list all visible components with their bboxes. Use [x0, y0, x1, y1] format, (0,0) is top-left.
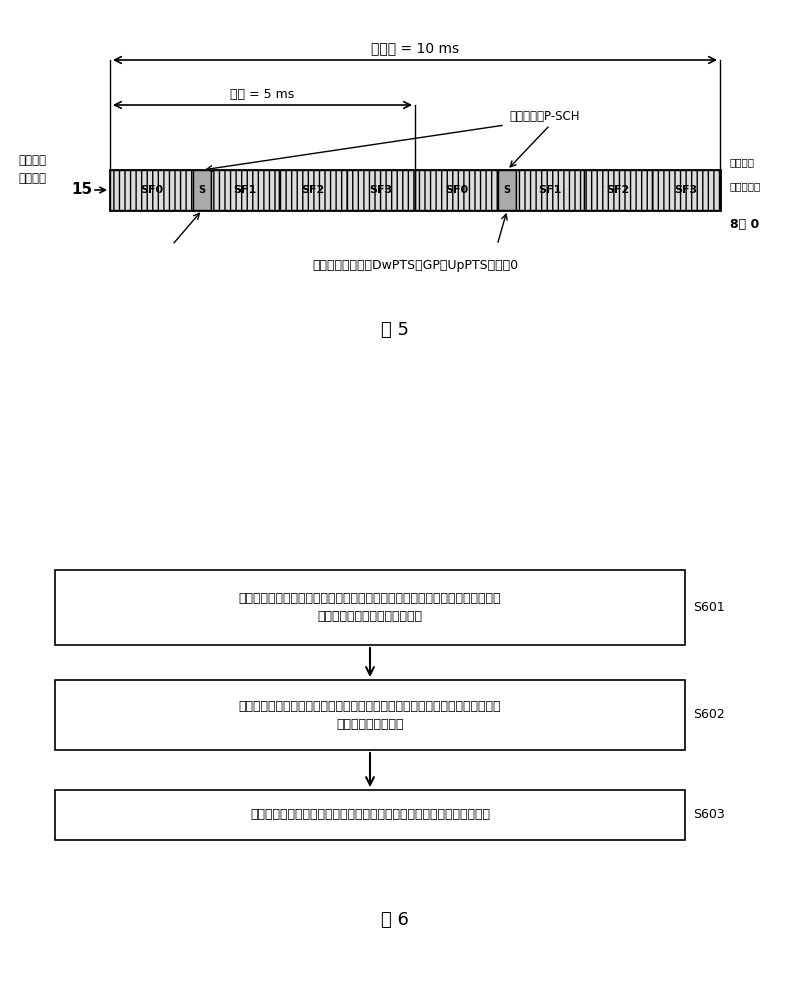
Text: S: S [504, 185, 511, 195]
Text: 无线帧 = 10 ms: 无线帧 = 10 ms [371, 41, 459, 55]
Text: 子帧分配: 子帧分配 [18, 153, 46, 166]
Text: 8： 0: 8： 0 [730, 219, 759, 232]
Text: 图样序号: 图样序号 [18, 172, 46, 184]
Bar [55, 570, 685, 645]
Text: 图 6: 图 6 [381, 911, 409, 929]
Bar [517, 170, 584, 210]
Bar [55, 790, 685, 840]
Bar [347, 170, 415, 210]
Bar [584, 170, 652, 210]
Text: SF1: SF1 [233, 185, 257, 195]
Text: 根据上行时隙和下行时隙的配置比例确定至少一个无线帧中上行业务子帧和下行: 根据上行时隙和下行时隙的配置比例确定至少一个无线帧中上行业务子帧和下行 [239, 700, 501, 712]
Text: 图 5: 图 5 [381, 321, 409, 339]
Bar [415, 170, 498, 210]
Text: 半帧 = 5 ms: 半帧 = 5 ms [230, 89, 294, 102]
Bar [55, 680, 685, 750]
Text: SF3: SF3 [369, 185, 392, 195]
Text: 下行：上行: 下行：上行 [730, 181, 761, 191]
Text: 特殊区域中仅包括DwPTS，GP和UpPTS长度丸0: 特殊区域中仅包括DwPTS，GP和UpPTS长度丸0 [312, 258, 518, 271]
Text: S: S [199, 185, 206, 195]
Text: S601: S601 [693, 601, 725, 614]
Text: 15: 15 [71, 182, 93, 198]
Bar [193, 170, 211, 210]
Text: 时隙比例: 时隙比例 [730, 157, 755, 167]
Text: SF0: SF0 [445, 185, 468, 195]
Text: 业务子帧的分配方式: 业务子帧的分配方式 [336, 718, 403, 730]
Bar [498, 170, 517, 210]
Bar [110, 170, 720, 210]
Text: SF0: SF0 [140, 185, 163, 195]
Text: SF3: SF3 [675, 185, 698, 195]
Bar [652, 170, 720, 210]
Bar [211, 170, 279, 210]
Bar [110, 170, 193, 210]
Text: 上行时隙和下行时隙的配置比例: 上行时隙和下行时隙的配置比例 [317, 610, 422, 623]
Bar [279, 170, 347, 210]
Text: 主同步信号P-SCH: 主同步信号P-SCH [509, 110, 581, 123]
Text: SF1: SF1 [539, 185, 562, 195]
Text: 根据上行业务量和下行业务量的比例，确定以至少一个无线帧为子帧分配周期时: 根据上行业务量和下行业务量的比例，确定以至少一个无线帧为子帧分配周期时 [239, 592, 501, 605]
Text: 广播至少一个无线帧中上行业务子帧和下行业务子帧分配方式的指示信息: 广播至少一个无线帧中上行业务子帧和下行业务子帧分配方式的指示信息 [250, 808, 490, 822]
Text: SF2: SF2 [301, 185, 325, 195]
Text: S602: S602 [693, 708, 725, 722]
Text: S603: S603 [693, 808, 725, 822]
Text: SF2: SF2 [607, 185, 630, 195]
